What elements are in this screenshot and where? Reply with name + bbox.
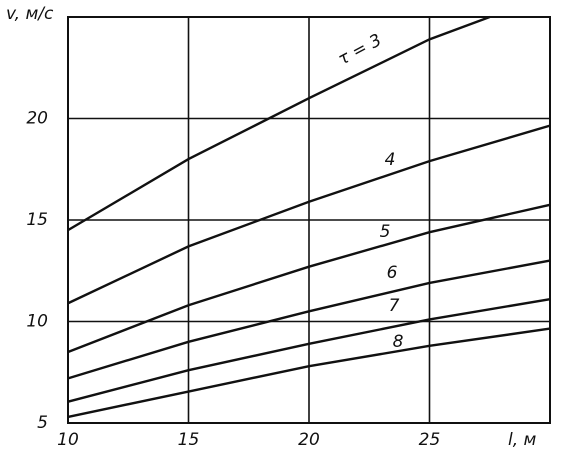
series-label: 7 [389,296,400,316]
x-axis-label: l, м [508,430,537,450]
line [67,15,491,232]
series-label: 5 [380,222,391,242]
y-tick-label: 5 [37,413,48,433]
line [67,259,551,380]
line [67,297,551,403]
series-label: 4 [385,150,396,170]
y-axis-label: v, м/с [6,4,54,24]
series-label: 8 [393,332,404,352]
x-tick-label: 25 [419,430,441,450]
line [67,203,551,354]
x-tick-label: 15 [178,430,200,450]
x-tick-label: 10 [57,430,79,450]
y-tick-label: 15 [26,210,48,230]
x-tick-label: 20 [298,430,320,450]
line [67,124,551,305]
series-label: 6 [387,263,398,283]
y-tick-label: 20 [26,109,48,129]
y-tick-label: 10 [26,312,48,332]
line [67,327,551,419]
